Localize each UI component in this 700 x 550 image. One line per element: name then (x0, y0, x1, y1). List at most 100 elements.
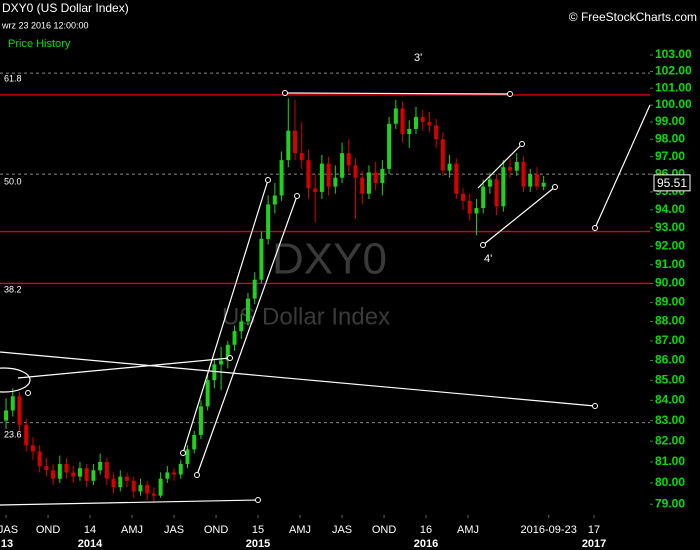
candle-body (272, 195, 277, 205)
year-label: 2017 (582, 538, 606, 550)
candle-body (313, 188, 318, 192)
y-tick-label: 85.00 (655, 372, 685, 386)
y-tick-label: 98.00 (655, 131, 685, 145)
candle-body (420, 116, 425, 123)
candle-body (104, 461, 109, 479)
candle-body (400, 108, 405, 135)
y-tick-label: 103.00 (655, 47, 692, 61)
x-tick-label: 2016-09-23 (521, 524, 577, 536)
year-label: 2014 (78, 538, 103, 550)
node (265, 177, 271, 183)
candle-body (440, 139, 445, 171)
candle-body (57, 464, 62, 479)
candle-body (494, 179, 499, 207)
candle-body (259, 238, 264, 280)
y-tick-label: 90.00 (655, 276, 685, 290)
candle-body (131, 480, 136, 492)
x-tick-label: 14 (84, 524, 96, 536)
candle-body (185, 449, 190, 465)
candle-body (125, 476, 130, 481)
candle-body (4, 410, 9, 421)
candle-body (245, 298, 250, 322)
ellipse (0, 367, 31, 393)
candle-body (461, 193, 466, 201)
candle-body (407, 128, 412, 135)
last-price: 95.51 (657, 176, 687, 190)
fib-label: 50.0 (4, 176, 22, 186)
candle-body (91, 470, 96, 481)
candle-body (51, 470, 56, 479)
y-tick-label: 100.00 (655, 97, 692, 111)
x-tick-label: JAS (332, 524, 352, 536)
candle-body (346, 153, 351, 166)
chart-title: DXY0 (US Dollar Index) (2, 1, 129, 15)
x-tick-label: OND (372, 524, 397, 536)
candle-body (366, 172, 371, 194)
year-label: 2015 (246, 538, 270, 550)
candle-body (151, 493, 156, 496)
candle-body (299, 153, 304, 161)
candle-body (158, 478, 163, 496)
y-tick-label: 97.00 (655, 149, 685, 163)
candle-body (219, 360, 224, 365)
candle-body (172, 472, 177, 475)
candle-body (521, 161, 526, 187)
candle-body (178, 464, 183, 475)
candle-body (84, 468, 89, 481)
credit: © FreeStockCharts.com (569, 10, 697, 24)
legend: Price History (8, 38, 71, 50)
x-tick-label: OND (204, 524, 229, 536)
y-tick-label: 88.00 (655, 314, 685, 328)
candle-body (71, 472, 76, 477)
y-tick-label: 99.00 (655, 114, 685, 128)
y-tick-label: 87.00 (655, 333, 685, 347)
watermark: DXY0 (272, 235, 387, 284)
node (227, 355, 233, 361)
trend-line (17, 357, 231, 379)
annotation: 4' (484, 253, 492, 265)
candle-body (487, 179, 492, 187)
candle-body (306, 160, 311, 189)
trend-line (477, 143, 523, 189)
year-label: 13 (1, 538, 13, 550)
candle-body (427, 122, 432, 126)
candle-body (98, 461, 103, 471)
candle-body (319, 163, 324, 192)
candle-body (10, 396, 15, 411)
candle-body (541, 182, 546, 187)
drawings (0, 90, 651, 506)
candle-body (333, 177, 338, 187)
candle-body (387, 123, 392, 169)
y-tick-label: 101.00 (655, 80, 692, 94)
candle-body (326, 163, 331, 187)
node (255, 497, 261, 503)
trend-line (0, 499, 259, 506)
trend-line (0, 351, 596, 407)
candle-body (192, 434, 197, 450)
node (194, 472, 200, 478)
trend-line (182, 179, 269, 454)
y-tick-label: 93.00 (655, 220, 685, 234)
candle-body (145, 485, 150, 494)
candle-body (481, 186, 486, 209)
candle-body (165, 472, 170, 479)
y-tick-label: 80.00 (655, 475, 685, 489)
fib-label: 23.6 (4, 429, 22, 439)
y-tick-label: 84.00 (655, 392, 685, 406)
candle-body (514, 161, 519, 171)
candle-body (373, 172, 378, 184)
axes: 79.00 80.00 81.00 82.00 83.00 84.00 85.00 86.00… (0, 47, 692, 550)
candle-body (454, 163, 459, 194)
candle-body (474, 208, 479, 214)
trend-line (284, 92, 511, 95)
fib-label: 38.2 (4, 284, 22, 294)
annotation: 3' (414, 52, 422, 64)
y-tick-label: 94.00 (655, 202, 685, 216)
candle-body (501, 167, 506, 207)
levels (0, 72, 650, 424)
candle-body (30, 445, 35, 452)
node (282, 90, 288, 96)
y-tick-label: 83.00 (655, 413, 685, 427)
candle-body (467, 200, 472, 214)
candle-body (534, 174, 539, 187)
